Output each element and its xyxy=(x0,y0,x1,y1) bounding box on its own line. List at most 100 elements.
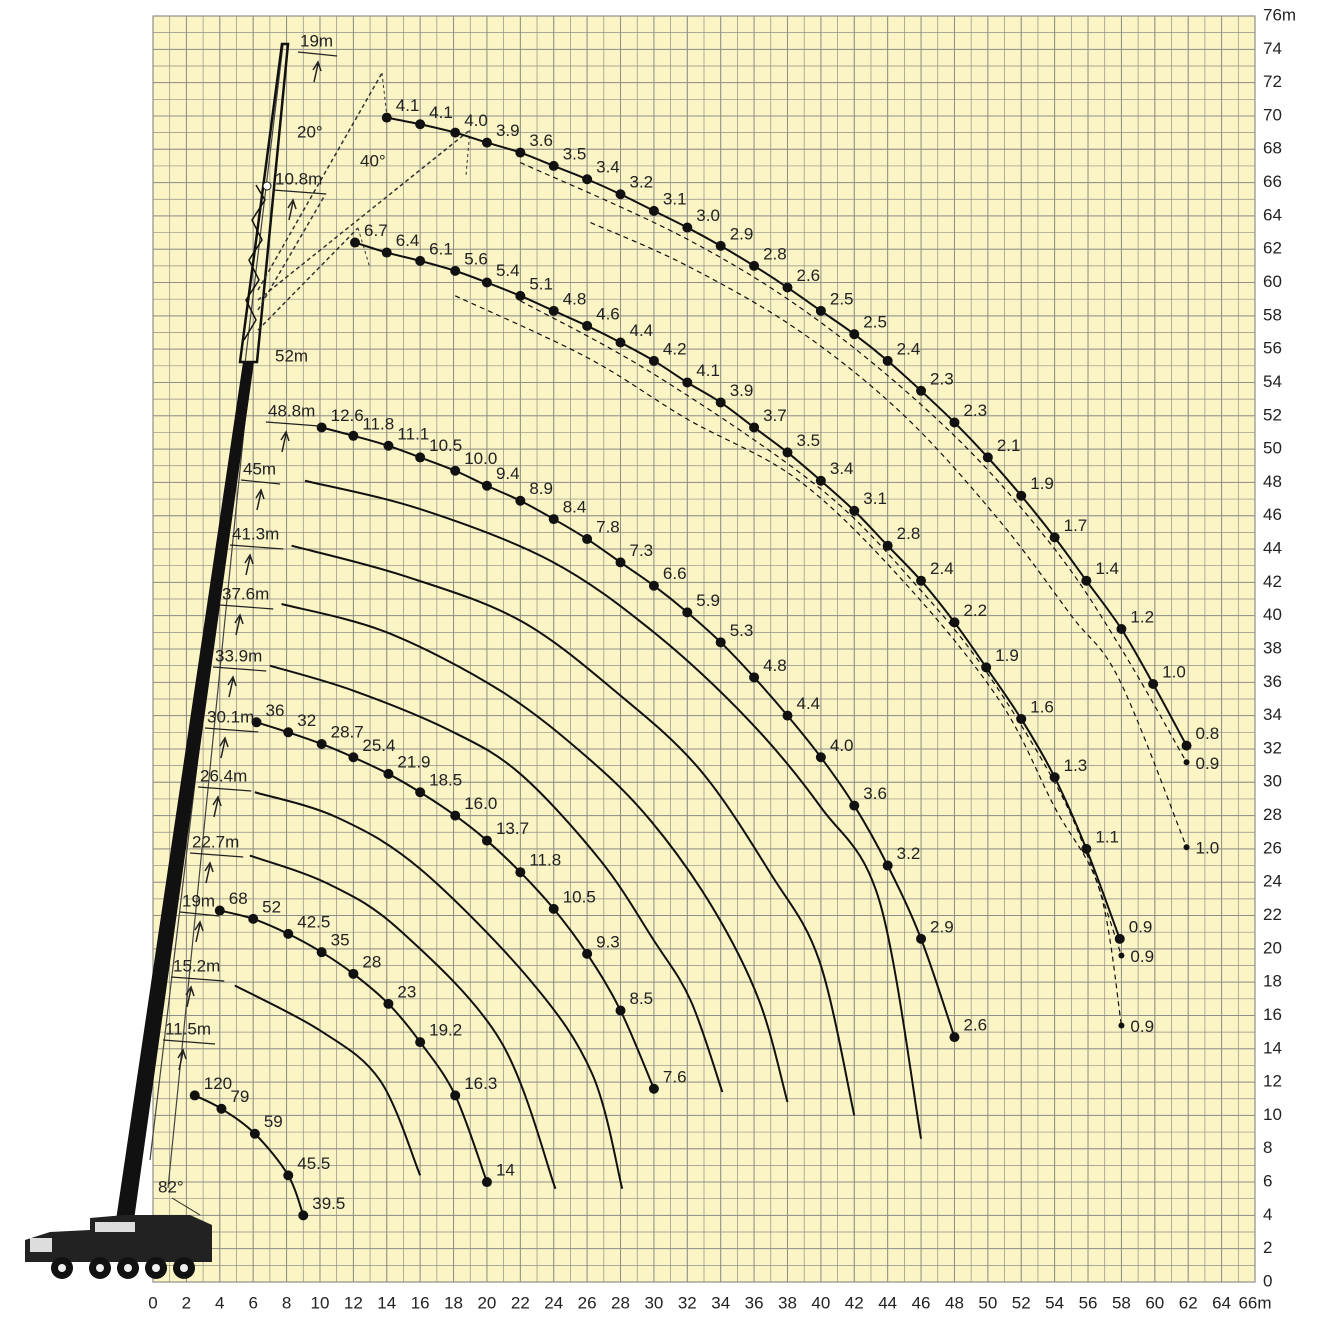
y-tick-label: 24 xyxy=(1263,872,1282,891)
y-tick-label: 6 xyxy=(1263,1172,1272,1191)
load-point xyxy=(1183,844,1190,851)
load-point xyxy=(849,329,860,340)
truck-cab xyxy=(95,1222,135,1232)
load-label: 2.1 xyxy=(997,436,1021,455)
y-tick-label: 62 xyxy=(1263,239,1282,258)
label-arrow xyxy=(255,488,265,511)
boom-length-label: 48.8m xyxy=(268,401,315,420)
label-arrow xyxy=(185,985,195,1008)
load-label: 5.6 xyxy=(464,249,488,268)
load-label: 3.9 xyxy=(496,121,520,140)
boom-length-label: 19m xyxy=(182,891,215,910)
hub xyxy=(96,1264,104,1272)
load-point xyxy=(216,1103,227,1114)
y-tick-label: 64 xyxy=(1263,205,1282,224)
load-label: 1.1 xyxy=(1095,827,1119,846)
load-label: 6.4 xyxy=(396,231,420,250)
load-label: 68 xyxy=(229,889,248,908)
load-point xyxy=(1081,575,1092,586)
jib xyxy=(257,227,359,331)
load-label: 28 xyxy=(362,952,381,971)
load-point xyxy=(916,575,927,586)
x-tick-label: 40 xyxy=(811,1293,830,1312)
load-point xyxy=(1183,759,1190,766)
load-point xyxy=(415,452,426,463)
load-label: 1.9 xyxy=(995,646,1019,665)
load-label: 2.3 xyxy=(963,401,987,420)
load-point xyxy=(815,752,826,763)
load-label: 16.0 xyxy=(464,794,497,813)
load-label: 3.0 xyxy=(696,206,720,225)
hub xyxy=(58,1264,66,1272)
lattice-boom xyxy=(238,42,290,364)
load-label: 0.9 xyxy=(1130,947,1154,966)
label-underline xyxy=(240,479,281,485)
load-point xyxy=(815,305,826,316)
hook-line xyxy=(381,72,388,118)
load-label: 42.5 xyxy=(297,912,330,931)
load-label: 4.8 xyxy=(763,656,787,675)
load-curve xyxy=(281,603,789,1103)
y-tick-label: 70 xyxy=(1263,105,1282,124)
x-tick-label: 64 xyxy=(1212,1293,1231,1312)
load-point xyxy=(749,672,760,683)
y-tick-label: 72 xyxy=(1263,72,1282,91)
label-underline xyxy=(265,421,320,427)
load-point xyxy=(648,355,659,366)
load-label: 32 xyxy=(297,711,316,730)
dashed-curve xyxy=(454,295,1123,1026)
load-point xyxy=(648,1083,659,1094)
load-label: 25.4 xyxy=(362,736,395,755)
label-underline xyxy=(297,51,338,57)
x-tick-label: 38 xyxy=(778,1293,797,1312)
load-point xyxy=(1049,772,1060,783)
load-label: 3.6 xyxy=(529,131,553,150)
label-underline xyxy=(219,604,274,610)
load-label: 13.7 xyxy=(496,819,529,838)
plot-border xyxy=(152,15,1256,1283)
load-point xyxy=(981,662,992,673)
label-arrow xyxy=(212,795,222,818)
y-tick-label: 40 xyxy=(1263,605,1282,624)
load-label: 3.2 xyxy=(630,173,654,192)
load-point xyxy=(548,514,559,525)
x-tick-label: 42 xyxy=(845,1293,864,1312)
x-tick-label: 14 xyxy=(377,1293,396,1312)
x-tick-label: 18 xyxy=(444,1293,463,1312)
y-tick-label: 36 xyxy=(1263,672,1282,691)
load-label: 5.4 xyxy=(496,261,520,280)
y-tick-label: 10 xyxy=(1263,1105,1282,1124)
load-point xyxy=(949,1032,960,1043)
jib xyxy=(257,194,326,311)
load-label: 1.0 xyxy=(1196,839,1220,858)
load-label: 3.2 xyxy=(897,844,921,863)
y-tick-label: 28 xyxy=(1263,805,1282,824)
load-point xyxy=(615,557,626,568)
y-tick-label: 12 xyxy=(1263,1072,1282,1091)
load-point xyxy=(383,440,394,451)
x-tick-label: 6 xyxy=(248,1293,257,1312)
load-label: 79 xyxy=(230,1087,249,1106)
load-point xyxy=(298,1210,309,1221)
x-tick-label: 10 xyxy=(311,1293,330,1312)
load-label: 6.7 xyxy=(364,221,388,240)
y-tick-label: 38 xyxy=(1263,638,1282,657)
load-point xyxy=(348,430,359,441)
label-arrow xyxy=(227,675,237,698)
x-tick-label: 30 xyxy=(644,1293,663,1312)
boom-length-label: 45m xyxy=(243,459,276,478)
load-label: 10.0 xyxy=(464,449,497,468)
load-label: 1.9 xyxy=(1030,474,1054,493)
y-tick-label: 32 xyxy=(1263,738,1282,757)
label-arrow xyxy=(244,553,254,576)
y-tick-label: 66 xyxy=(1263,172,1282,191)
grid xyxy=(152,15,1256,1283)
label-underline xyxy=(189,852,244,858)
label-arrow xyxy=(312,60,322,83)
label-arrow xyxy=(287,198,297,221)
y-tick-label: 54 xyxy=(1263,372,1282,391)
sheave xyxy=(262,181,272,191)
load-label: 11.8 xyxy=(362,414,394,433)
load-label: 2.3 xyxy=(930,369,954,388)
